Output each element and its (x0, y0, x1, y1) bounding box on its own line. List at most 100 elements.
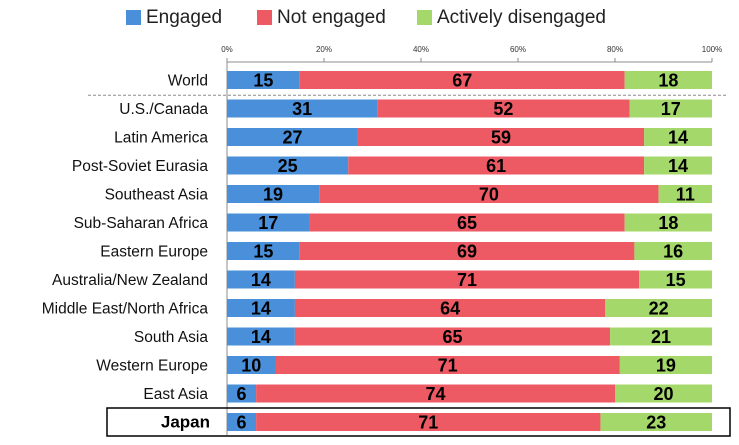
value-label: 18 (658, 213, 678, 233)
bar-actively-disengaged-sub-saharan-africa (624, 213, 712, 232)
bar-actively-disengaged-middle-east-north-africa (605, 299, 712, 317)
x-tick-label: 20% (316, 45, 332, 54)
x-tick-label: 40% (413, 45, 429, 54)
bar-not-engaged-east-asia (256, 384, 615, 403)
value-label: 71 (457, 270, 477, 290)
bar-actively-disengaged-world (624, 71, 712, 89)
bars (227, 71, 712, 431)
bar-engaged-western-europe (227, 356, 276, 374)
value-label: 14 (251, 270, 271, 290)
value-label: 70 (479, 185, 499, 205)
bar-not-engaged-post-soviet-eurasia (348, 156, 645, 175)
value-label: 14 (668, 128, 688, 148)
value-label: 14 (251, 327, 271, 347)
bar-not-engaged-south-asia (294, 327, 611, 346)
legend-label-not-engaged: Not engaged (277, 7, 386, 28)
category-label-sub-saharan-africa: Sub-Saharan Africa (74, 215, 209, 232)
bar-not-engaged-middle-east-north-africa (294, 299, 606, 317)
bar-engaged-middle-east-north-africa (227, 299, 295, 317)
bar-not-engaged-world (299, 71, 625, 89)
category-label-south-asia: South Asia (134, 329, 208, 346)
category-label-southeast-asia: Southeast Asia (105, 187, 209, 204)
bar-engaged-east-asia (227, 384, 257, 403)
bar-engaged-southeast-asia (227, 185, 320, 203)
value-label: 11 (676, 185, 695, 205)
value-label: 65 (443, 327, 463, 347)
bar-engaged-latin-america (227, 128, 358, 146)
category-label-japan: Japan (161, 413, 210, 432)
bar-actively-disengaged-japan (600, 413, 712, 431)
value-label: 22 (649, 299, 669, 319)
bar-actively-disengaged-eastern-europe (634, 242, 712, 260)
category-label-east-asia: East Asia (143, 386, 208, 403)
category-label-u-s-canada: U.S./Canada (119, 101, 208, 118)
bar-engaged-eastern-europe (227, 242, 300, 260)
bar-actively-disengaged-east-asia (615, 384, 712, 403)
value-label: 71 (418, 413, 438, 433)
value-label: 14 (668, 156, 688, 176)
value-label: 23 (646, 413, 666, 433)
legend-swatch-engaged (126, 10, 141, 25)
value-label: 17 (258, 213, 278, 233)
value-label: 52 (493, 99, 513, 119)
bar-engaged-australia-new-zealand (227, 270, 295, 289)
value-label: 74 (426, 384, 446, 404)
bar-actively-disengaged-latin-america (644, 128, 712, 146)
category-label-latin-america: Latin America (114, 130, 208, 147)
category-label-eastern-europe: Eastern Europe (100, 244, 208, 261)
value-label: 71 (438, 356, 458, 376)
x-tick-label: 80% (607, 45, 623, 54)
value-label: 59 (491, 128, 511, 148)
value-label: 6 (237, 413, 247, 433)
value-label: 64 (440, 299, 460, 319)
bar-actively-disengaged-post-soviet-eurasia (644, 156, 712, 175)
value-label: 6 (237, 384, 247, 404)
value-label: 10 (241, 356, 261, 376)
category-label-world: World (168, 73, 208, 90)
category-label-post-soviet-eurasia: Post-Soviet Eurasia (72, 158, 208, 175)
legend-label-actively-disengaged: Actively disengaged (437, 7, 606, 28)
value-label: 15 (253, 242, 273, 262)
value-label: 19 (656, 356, 676, 376)
bar-actively-disengaged-western-europe (619, 356, 712, 374)
value-label: 67 (452, 71, 472, 91)
value-label: 18 (658, 71, 678, 91)
category-label-australia-new-zealand: Australia/New Zealand (52, 272, 208, 289)
bar-not-engaged-latin-america (357, 128, 645, 146)
bar-not-engaged-western-europe (275, 356, 620, 374)
bar-engaged-sub-saharan-africa (227, 213, 310, 232)
legend-label-engaged: Engaged (146, 7, 222, 28)
value-label: 16 (663, 242, 683, 262)
category-label-middle-east-north-africa: Middle East/North Africa (42, 301, 209, 318)
value-label: 15 (253, 71, 273, 91)
highlight-box (106, 407, 731, 437)
bar-engaged-japan (227, 413, 257, 431)
value-label: 15 (666, 270, 686, 290)
x-tick-label: 100% (702, 45, 722, 54)
bar-not-engaged-u-s-canada (377, 99, 630, 118)
value-label: 27 (282, 128, 302, 148)
bar-not-engaged-southeast-asia (319, 185, 659, 203)
legend-swatch-actively-disengaged (417, 10, 432, 25)
value-label: 25 (278, 156, 298, 176)
bar-actively-disengaged-southeast-asia (658, 185, 712, 203)
value-label: 21 (651, 327, 671, 347)
legend: Engaged Not engaged Actively disengaged (126, 7, 606, 28)
legend-swatch-not-engaged (257, 10, 272, 25)
value-label: 19 (263, 185, 283, 205)
bar-not-engaged-sub-saharan-africa (309, 213, 625, 232)
bar-engaged-post-soviet-eurasia (227, 156, 349, 175)
value-label: 65 (457, 213, 477, 233)
value-label: 61 (486, 156, 506, 176)
bar-actively-disengaged-australia-new-zealand (639, 270, 712, 289)
value-label: 14 (251, 299, 271, 319)
bar-engaged-world (227, 71, 300, 89)
data-labels: 15 67 18 31 52 17 27 59 14 25 61 14 19 70 11 17 65 18 15 69… (237, 71, 695, 433)
bar-engaged-u-s-canada (227, 99, 378, 118)
bar-not-engaged-japan (256, 413, 601, 431)
value-label: 20 (653, 384, 673, 404)
value-label: 17 (661, 99, 681, 119)
category-label-western-europe: Western Europe (96, 358, 208, 375)
bar-not-engaged-eastern-europe (299, 242, 635, 260)
